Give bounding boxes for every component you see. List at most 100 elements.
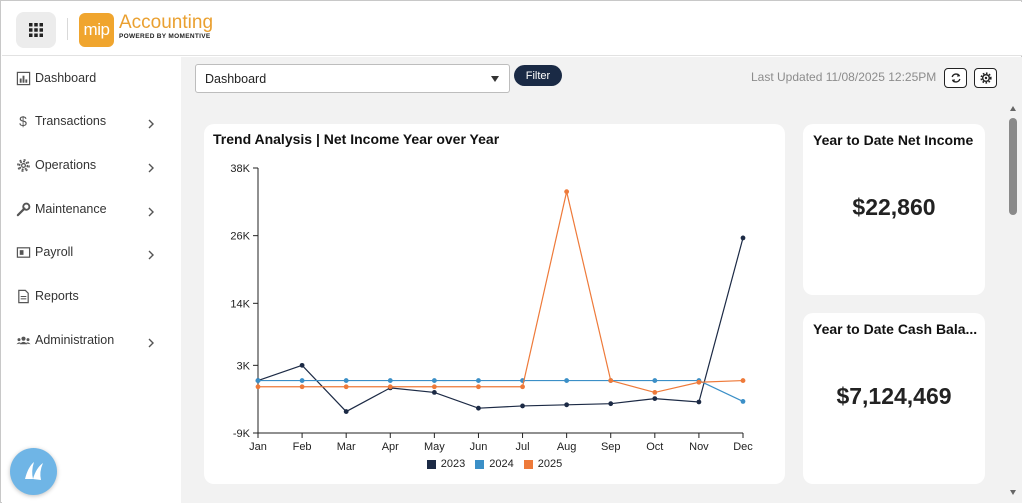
sidebar-item-operations[interactable]: Operations: [2, 150, 181, 180]
bar-chart-icon: [15, 70, 31, 86]
x-tick-label: Apr: [382, 441, 399, 453]
mip-logo[interactable]: mip: [79, 13, 114, 47]
x-tick-label: Mar: [337, 441, 356, 453]
legend-swatch: [475, 459, 485, 469]
filter-button[interactable]: Filter: [514, 65, 562, 86]
main-content: Dashboard Filter Last Updated 11/08/2025…: [181, 57, 1022, 503]
x-tick-label: Jan: [249, 441, 267, 453]
sidebar-item-payroll[interactable]: Payroll: [2, 237, 181, 267]
chart-legend: 2023 2024 2025: [204, 458, 785, 470]
refresh-icon: [951, 73, 960, 83]
vertical-scrollbar[interactable]: [1007, 103, 1019, 498]
x-tick-label: Oct: [646, 441, 663, 453]
header-divider: [67, 18, 68, 40]
cash-balance-value: $7,124,469: [836, 383, 952, 409]
logo-text: mip: [83, 20, 110, 39]
top-header: mip Accounting POWERED BY MOMENTIVE: [2, 2, 1022, 56]
data-point-2024: [740, 399, 746, 404]
data-point-2023: [343, 409, 349, 414]
sidebar-item-label: Payroll: [35, 245, 74, 259]
sidebar-item-dashboard[interactable]: Dashboard: [2, 63, 181, 93]
chevron-right-icon: [146, 116, 156, 129]
dashboard-select[interactable]: Dashboard: [195, 64, 510, 93]
sidebar-item-label: Transactions: [35, 114, 107, 128]
data-point-2023: [299, 362, 305, 368]
refresh-button[interactable]: [944, 68, 967, 88]
brand-subtitle: POWERED BY MOMENTIVE: [119, 33, 211, 40]
legend-label: 2024: [489, 458, 514, 470]
gear-icon: [979, 72, 992, 84]
x-tick-label: Jun: [470, 441, 488, 453]
app-launcher-button[interactable]: [16, 12, 56, 48]
caret-down-icon: [491, 76, 499, 82]
data-point-2024: [255, 378, 261, 383]
net-income-title: Year to Date Net Income: [813, 132, 974, 148]
data-point-2025: [520, 384, 525, 390]
legend-item-2023[interactable]: 2023: [426, 458, 466, 470]
sidebar-item-label: Reports: [35, 289, 79, 303]
x-tick-label: Feb: [293, 441, 312, 453]
data-point-2025: [476, 384, 481, 390]
y-tick-label: 14K: [230, 298, 250, 310]
data-point-2025: [740, 378, 746, 383]
brand-title: Accounting: [119, 12, 214, 33]
x-tick-label: Aug: [557, 441, 577, 453]
users-icon: [15, 332, 31, 348]
series-line-2024: [258, 379, 744, 402]
data-point-2025: [431, 384, 437, 390]
legend-label: 2023: [440, 458, 466, 470]
chevron-right-icon: [146, 247, 156, 260]
data-point-2024: [476, 378, 481, 383]
data-point-2023: [608, 401, 614, 407]
document-icon: [15, 288, 31, 304]
data-point-2025: [387, 384, 393, 390]
data-point-2023: [652, 396, 658, 402]
data-point-2024: [564, 378, 570, 383]
scroll-up-arrow-icon[interactable]: [1010, 106, 1016, 111]
data-point-2025: [255, 384, 261, 390]
last-updated-text: Last Updated 11/08/2025 12:25PM: [751, 70, 937, 84]
legend-item-2024[interactable]: 2024: [475, 458, 514, 470]
legend-swatch: [523, 459, 533, 469]
legend-item-2025[interactable]: 2025: [523, 458, 562, 470]
momentive-logo-icon: [24, 461, 43, 480]
settings-button[interactable]: [974, 68, 997, 88]
data-point-2023: [740, 235, 746, 241]
dashboard-select-value: Dashboard: [205, 72, 267, 86]
data-point-2025: [652, 390, 658, 395]
chevron-right-icon: [146, 204, 156, 217]
assistant-launcher-button[interactable]: [10, 448, 57, 495]
data-point-2025: [343, 384, 349, 390]
sidebar-item-label: Dashboard: [35, 71, 97, 85]
sidebar-item-reports[interactable]: Reports: [2, 281, 181, 311]
sidebar-item-label: Maintenance: [35, 202, 107, 216]
chevron-right-icon: [146, 335, 156, 348]
y-tick-label: -9K: [233, 428, 251, 440]
data-point-2023: [564, 402, 570, 408]
data-point-2024: [431, 378, 437, 383]
cash-balance-card: Year to Date Cash Bala... $7,124,469: [803, 313, 985, 484]
cash-balance-title: Year to Date Cash Bala...: [813, 321, 978, 337]
data-point-2024: [652, 378, 658, 383]
gear-icon: [15, 157, 31, 173]
sidebar-item-transactions[interactable]: $ Transactions: [2, 106, 181, 136]
data-point-2024: [299, 378, 305, 383]
legend-swatch: [426, 459, 436, 469]
sidebar-item-maintenance[interactable]: Maintenance: [2, 194, 181, 224]
data-point-2024: [343, 378, 349, 383]
y-tick-label: 3K: [237, 360, 251, 372]
x-tick-label: Nov: [689, 441, 709, 453]
trend-analysis-card: Trend Analysis | Net Income Year over Ye…: [204, 124, 785, 484]
sidebar-item-administration[interactable]: Administration: [2, 325, 181, 355]
dollar-icon: $: [19, 113, 27, 129]
series-line-2025: [258, 191, 744, 394]
series-line-2023: [257, 237, 744, 413]
data-point-2025: [696, 379, 702, 385]
x-tick-label: Sep: [601, 441, 621, 453]
scroll-down-arrow-icon[interactable]: [1010, 490, 1016, 495]
chevron-right-icon: [146, 160, 156, 173]
scrollbar-thumb[interactable]: [1009, 118, 1017, 215]
data-point-2023: [696, 399, 702, 405]
